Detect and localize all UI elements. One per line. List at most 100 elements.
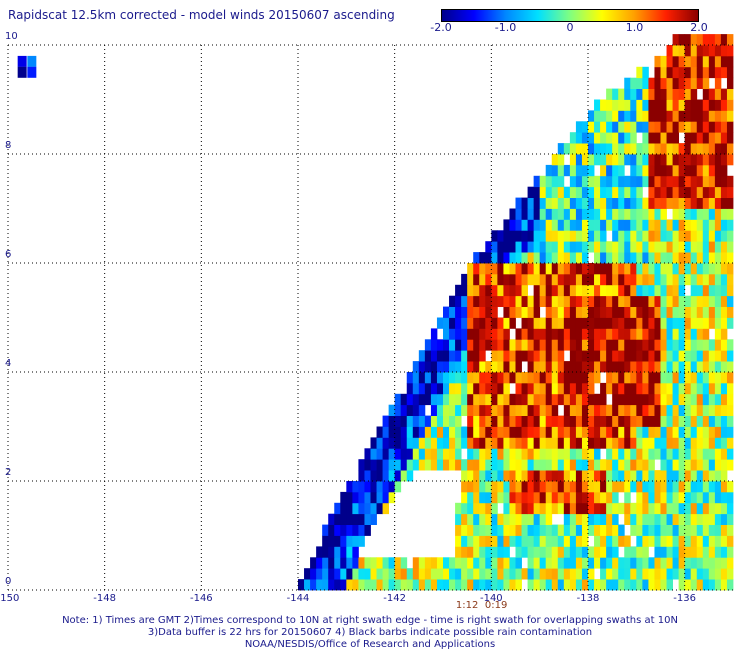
wind-cell <box>594 361 601 373</box>
wind-cell <box>660 154 667 166</box>
wind-cell <box>678 273 686 286</box>
wind-cell <box>684 306 692 318</box>
wind-cell <box>678 372 686 384</box>
wind-cell <box>618 350 625 362</box>
wind-cell <box>606 513 613 525</box>
wind-cell <box>594 295 601 307</box>
wind-cell <box>726 284 734 297</box>
wind-cell <box>600 143 607 155</box>
wind-cell <box>636 437 643 449</box>
wind-cell <box>690 437 698 449</box>
wind-cell <box>491 502 498 515</box>
wind-cell <box>455 448 462 460</box>
wind-cell <box>569 557 577 569</box>
wind-cell <box>696 448 704 460</box>
wind-cell <box>340 502 347 515</box>
wind-cell <box>533 273 541 286</box>
wind-cell <box>503 273 510 286</box>
wind-cell <box>624 361 631 373</box>
wind-cell <box>606 295 613 307</box>
wind-cell <box>702 361 710 373</box>
wind-cell <box>334 546 341 558</box>
wind-cell <box>708 132 716 144</box>
wind-cell <box>575 568 583 580</box>
wind-cell <box>636 568 643 580</box>
wind-cell <box>545 459 553 471</box>
wind-cell <box>322 535 329 547</box>
wind-cell <box>606 143 613 155</box>
wind-cell <box>467 361 474 373</box>
wind-cell <box>443 448 450 460</box>
wind-cell <box>726 263 734 275</box>
wind-cell <box>678 350 686 362</box>
wind-cell <box>678 284 686 297</box>
wind-cell <box>545 393 553 406</box>
wind-cell <box>533 263 541 275</box>
wind-cell <box>533 470 541 482</box>
wind-cell <box>491 579 498 591</box>
wind-cell <box>702 459 710 471</box>
wind-cell <box>467 284 474 297</box>
wind-cell <box>708 34 716 46</box>
wind-cell <box>521 513 528 525</box>
wind-cell <box>581 241 589 253</box>
wind-cell <box>648 143 655 155</box>
wind-cell <box>491 306 498 318</box>
wind-cell <box>551 252 559 264</box>
wind-cell <box>551 470 559 482</box>
wind-cell <box>642 491 649 504</box>
wind-cell <box>720 317 728 329</box>
wind-cell <box>678 45 686 57</box>
wind-cell <box>660 415 667 427</box>
wind-cell <box>666 317 673 329</box>
wind-cell <box>569 252 577 264</box>
wind-cell <box>702 154 710 166</box>
wind-cell <box>624 263 631 275</box>
wind-cell <box>696 350 704 362</box>
wind-cell <box>461 372 468 384</box>
wind-cell <box>455 546 462 558</box>
wind-cell <box>678 175 686 188</box>
wind-cell <box>726 154 734 166</box>
wind-cell <box>436 459 444 471</box>
colorbar-tick-label: 0 <box>566 21 574 34</box>
wind-cell <box>581 306 589 318</box>
wind-cell <box>497 568 504 580</box>
wind-cell <box>672 459 680 471</box>
wind-cell <box>430 568 438 580</box>
wind-cell <box>588 273 595 286</box>
wind-cell <box>696 470 704 482</box>
wind-cell <box>594 99 601 111</box>
wind-cell <box>328 524 335 536</box>
wind-cell <box>666 241 673 253</box>
wind-cell <box>726 481 734 493</box>
wind-cell <box>726 524 734 536</box>
wind-cell <box>678 154 686 166</box>
wind-cell <box>370 513 377 525</box>
wind-cell <box>666 143 673 155</box>
wind-cell <box>563 502 571 515</box>
wind-cell <box>690 273 698 286</box>
wind-cell <box>648 470 655 482</box>
wind-cell <box>624 350 631 362</box>
wind-cell <box>696 317 704 329</box>
wind-cell <box>340 535 347 547</box>
wind-cell <box>382 415 390 427</box>
wind-cell <box>436 568 444 580</box>
wind-cell <box>618 404 625 416</box>
wind-cell <box>551 502 559 515</box>
wind-cell <box>624 470 631 482</box>
wind-cell <box>696 284 704 297</box>
wind-cell <box>358 502 365 515</box>
wind-cell <box>539 448 547 460</box>
wind-cell <box>702 230 710 242</box>
wind-cell <box>364 557 371 569</box>
wind-cell <box>696 481 704 493</box>
wind-cell <box>666 557 673 569</box>
wind-cell <box>648 121 655 133</box>
wind-cell <box>545 415 553 427</box>
wind-cell <box>714 426 722 438</box>
wind-cell <box>600 295 607 307</box>
wind-cell <box>358 535 365 547</box>
wind-cell <box>708 546 716 558</box>
